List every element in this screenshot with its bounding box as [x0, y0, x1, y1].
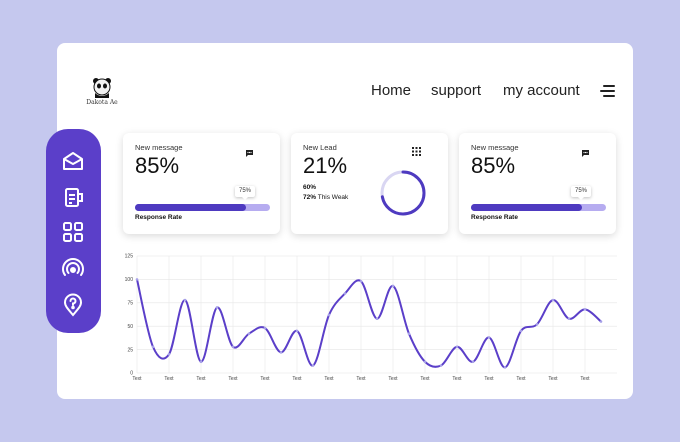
line-chart: 0 25 50 75 100 125 Text Text Text Text Text Text Tex…: [125, 254, 617, 382]
data-point: [455, 345, 459, 349]
progress-tooltip: 75%: [571, 186, 591, 200]
nav-support[interactable]: support: [431, 82, 482, 99]
x-tick-label: Text: [132, 376, 142, 382]
card-value: 85%: [471, 153, 516, 178]
mail-icon[interactable]: [61, 149, 85, 173]
data-point: [231, 345, 235, 349]
lead-stat-1-value: 60%: [303, 184, 317, 191]
nav-account[interactable]: my account: [503, 82, 580, 99]
x-tick-label: Text: [388, 376, 398, 382]
data-point: [279, 351, 283, 354]
data-point: [295, 329, 299, 333]
x-tick-label: Text: [356, 376, 366, 382]
lead-ring-chart: [380, 170, 426, 216]
data-point: [567, 317, 571, 321]
x-tick-label: Text: [324, 376, 334, 382]
x-tick-label: Text: [260, 376, 270, 382]
data-point: [263, 326, 267, 330]
data-point: [327, 313, 331, 317]
brand-logo[interactable]: Dakota Ae: [84, 76, 120, 106]
x-tick-label: Text: [580, 376, 590, 382]
ring-progress: [380, 170, 426, 216]
sidebar: [46, 129, 101, 333]
card-value: 21%: [303, 153, 348, 178]
lead-stat-2: 72% This Weak: [303, 194, 348, 201]
x-tick-label: Text: [420, 376, 430, 382]
x-tick-label: Text: [164, 376, 174, 382]
x-tick-label: Text: [484, 376, 494, 382]
nav-home[interactable]: Home: [371, 82, 412, 99]
chat-icon[interactable]: [581, 145, 590, 157]
hamburger-menu-icon[interactable]: [600, 85, 615, 97]
lead-stat-2-value: 72%: [303, 194, 317, 201]
chat-icon[interactable]: [245, 145, 254, 157]
y-tick-label: 25: [127, 347, 133, 353]
data-point: [391, 284, 395, 288]
progress-tooltip: 75%: [235, 186, 255, 200]
x-tick-label: Text: [452, 376, 462, 382]
data-point: [599, 320, 603, 323]
data-point: [311, 364, 315, 367]
progress-bar: [471, 204, 606, 211]
data-point: [167, 352, 171, 356]
card-footer: Response Rate: [135, 214, 182, 221]
data-point: [135, 278, 139, 281]
data-point: [151, 345, 155, 349]
data-point: [375, 317, 379, 321]
location-help-icon[interactable]: [61, 293, 85, 317]
y-tick-label: 100: [125, 277, 134, 283]
x-tick-label: Text: [228, 376, 238, 382]
data-point: [535, 323, 539, 326]
card-footer: Response Rate: [471, 214, 518, 221]
panda-logo-icon: [92, 76, 112, 98]
data-point: [359, 279, 363, 283]
lead-stat-1: 60%: [303, 184, 316, 191]
progress-fill: [471, 204, 582, 211]
data-point: [423, 360, 427, 364]
y-tick-label: 0: [130, 371, 133, 377]
data-point: [487, 336, 491, 339]
data-point: [247, 332, 251, 335]
stat-card-new-message-2[interactable]: New message 85% 75% Response Rate: [459, 133, 616, 234]
data-point: [199, 360, 203, 364]
data-point: [439, 364, 443, 367]
stat-card-new-lead[interactable]: New Lead 21% 60% 72% This Weak: [291, 133, 448, 234]
data-point: [551, 298, 555, 302]
x-tick-label: Text: [548, 376, 558, 382]
y-tick-label: 75: [127, 301, 133, 307]
data-point: [343, 292, 347, 295]
card-label: New message: [135, 143, 183, 152]
stat-card-new-message[interactable]: New message 85% 75% Response Rate: [123, 133, 280, 234]
x-tick-label: Text: [516, 376, 526, 382]
data-point: [407, 332, 411, 335]
data-point: [215, 306, 219, 309]
data-point: [183, 298, 187, 302]
broadcast-icon[interactable]: [61, 257, 85, 281]
clipboard-icon[interactable]: [61, 185, 85, 209]
progress-fill: [135, 204, 246, 211]
data-point: [583, 308, 587, 311]
card-value: 85%: [135, 153, 180, 178]
data-point: [471, 360, 475, 364]
brand-text: Dakota Ae: [86, 99, 118, 106]
y-tick-label: 50: [127, 324, 133, 330]
card-label: New Lead: [303, 143, 337, 152]
y-tick-label: 125: [125, 254, 134, 260]
card-label: New message: [471, 143, 519, 152]
grid-icon[interactable]: [61, 220, 85, 244]
x-tick-label: Text: [292, 376, 302, 382]
data-point: [519, 329, 523, 333]
lead-stat-2-text: This Weak: [317, 194, 349, 201]
data-point: [503, 366, 507, 369]
dots-grid-icon[interactable]: [412, 143, 421, 156]
x-tick-label: Text: [196, 376, 206, 382]
series-line: [136, 279, 602, 369]
progress-bar: [135, 204, 270, 211]
